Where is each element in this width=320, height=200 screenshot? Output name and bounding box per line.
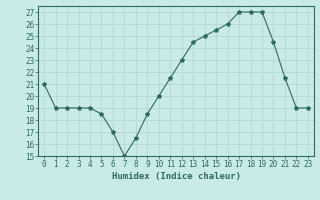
X-axis label: Humidex (Indice chaleur): Humidex (Indice chaleur): [111, 172, 241, 181]
